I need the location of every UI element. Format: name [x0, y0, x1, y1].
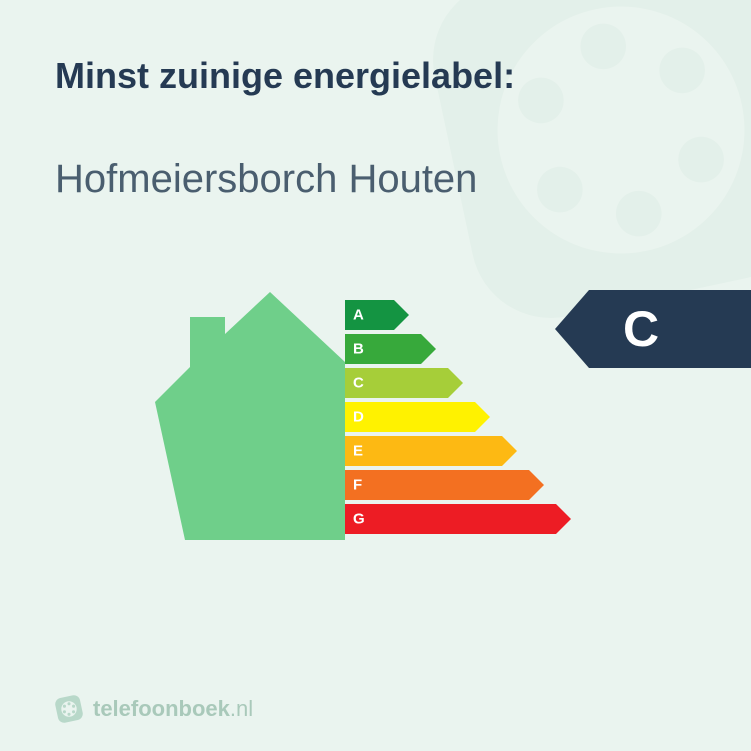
energy-bar-d: D: [345, 402, 625, 432]
bar-letter: B: [353, 341, 364, 358]
footer-logo-icon: [55, 695, 83, 723]
bar-letter: D: [353, 409, 364, 426]
energy-chart: ABCDEFG C: [55, 292, 696, 572]
energy-bar-c: C: [345, 368, 625, 398]
bar-letter: E: [353, 443, 363, 460]
bar-shape: [345, 504, 571, 534]
bar-letter: F: [353, 477, 362, 494]
card-subtitle: Hofmeiersborch Houten: [55, 157, 696, 202]
bar-shape: [345, 402, 490, 432]
energy-bar-g: G: [345, 504, 625, 534]
bar-letter: C: [353, 375, 364, 392]
energy-label-card: Minst zuinige energielabel: Hofmeiersbor…: [0, 0, 751, 751]
footer-brand-light: .nl: [230, 696, 253, 721]
footer-branding: telefoonboek.nl: [55, 695, 253, 723]
house-icon: [155, 292, 355, 552]
bar-letter: G: [353, 511, 365, 528]
bar-shape: [345, 436, 517, 466]
footer-text: telefoonboek.nl: [93, 696, 253, 722]
energy-bar-f: F: [345, 470, 625, 500]
card-title: Minst zuinige energielabel:: [55, 55, 696, 97]
footer-brand-bold: telefoonboek: [93, 696, 230, 721]
bar-shape: [345, 470, 544, 500]
selected-label-badge: C: [555, 290, 751, 368]
energy-bar-e: E: [345, 436, 625, 466]
bar-letter: A: [353, 307, 364, 324]
badge-letter: C: [623, 300, 659, 358]
